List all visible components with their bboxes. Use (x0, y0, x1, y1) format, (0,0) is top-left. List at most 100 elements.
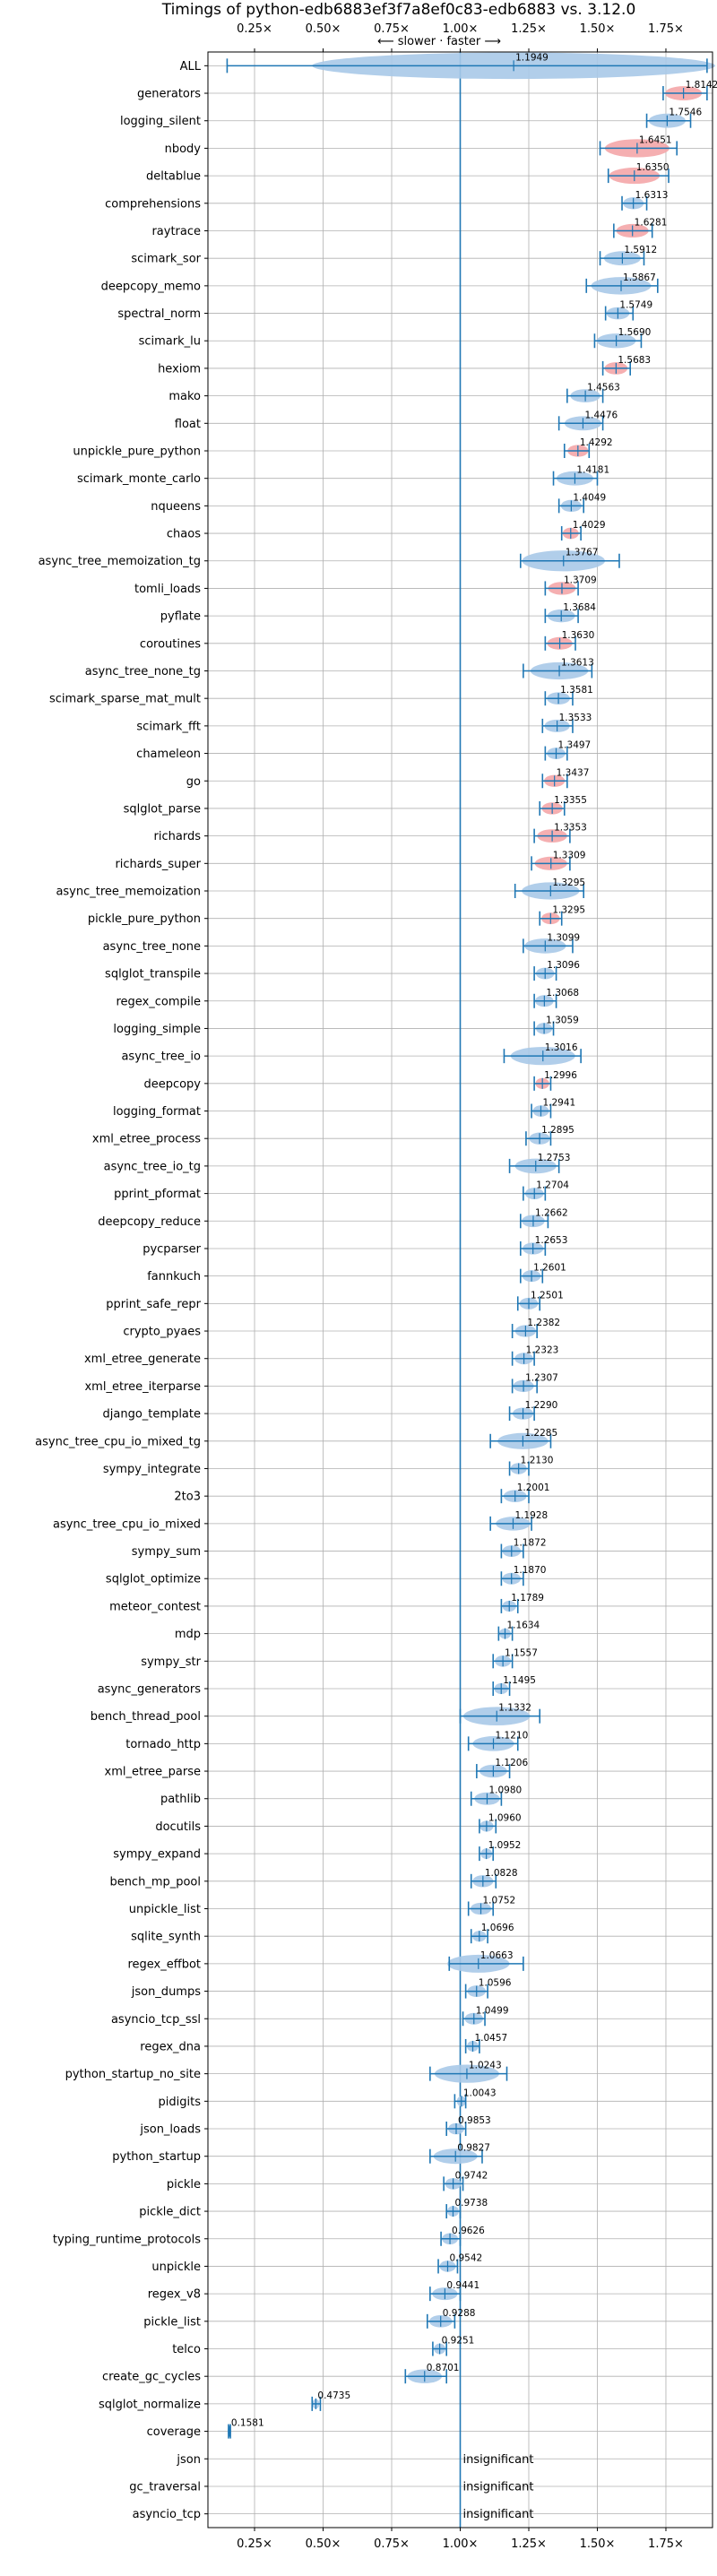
value-label: 1.5690 (618, 327, 652, 338)
benchmark-label: xml_etree_generate (84, 1353, 201, 1366)
benchmark-label: tornado_http (125, 1738, 201, 1751)
value-label: 1.3309 (553, 850, 586, 860)
benchmark-label: float (175, 418, 201, 431)
benchmark-label: comprehensions (105, 197, 201, 211)
value-label: 1.1634 (506, 1621, 540, 1631)
benchmark-label: pickle_pure_python (88, 912, 201, 926)
benchmark-label: scimark_sparse_mat_mult (49, 693, 201, 706)
insignificant-label: insignificant (463, 2508, 534, 2521)
benchmark-label: chameleon (136, 748, 201, 761)
value-label: 1.0828 (485, 1868, 518, 1879)
benchmark-label: async_tree_cpu_io_mixed (53, 1517, 201, 1531)
value-label: 1.2753 (538, 1153, 571, 1163)
violin-marks: 1.1949 1.8142 1.7546 1.6451 1.6350 1.6313 1.62… (226, 52, 717, 2528)
benchmark-label: sqlglot_transpile (105, 968, 201, 981)
benchmark-label: pathlib (160, 1793, 201, 1806)
value-label: 1.0952 (488, 1840, 522, 1851)
insignificant-label: insignificant (463, 2453, 534, 2467)
benchmark-label: bench_thread_pool (91, 1710, 201, 1724)
benchmark-label: sqlglot_optimize (106, 1573, 201, 1586)
benchmark-label: sympy_expand (113, 1848, 201, 1862)
value-label: 1.2382 (527, 1318, 560, 1328)
value-label: 1.1495 (503, 1675, 536, 1686)
benchmark-label: spectral_norm (117, 307, 201, 321)
benchmark-label: deltablue (146, 170, 201, 184)
benchmark-label: async_tree_io (121, 1050, 201, 1064)
x-tick-label-bottom: 0.25× (237, 2537, 272, 2551)
benchmark-label: pprint_pformat (114, 1188, 201, 1201)
benchmark-label: unpickle (151, 2260, 201, 2274)
value-label: 1.4049 (573, 492, 606, 503)
benchmark-label: mako (168, 390, 201, 403)
benchmark-label: raytrace (151, 225, 201, 238)
benchmark-label: bench_mp_pool (109, 1875, 201, 1889)
value-label: 0.8701 (427, 2363, 460, 2373)
x-tick-label-bottom: 1.50× (580, 2537, 616, 2551)
value-label: 1.3581 (560, 685, 593, 696)
value-label: 1.0980 (488, 1785, 522, 1796)
benchmark-label: coverage (147, 2425, 201, 2439)
benchmark-label: pickle_list (143, 2315, 201, 2329)
value-label: 1.2130 (521, 1455, 554, 1465)
benchmark-label: logging_simple (113, 1023, 201, 1036)
insignificant-label: insignificant (463, 2480, 534, 2494)
value-label: 0.9251 (442, 2336, 475, 2347)
benchmark-label: go (186, 775, 201, 789)
value-label: 1.2895 (541, 1125, 574, 1136)
value-label: 1.0960 (488, 1812, 522, 1823)
benchmark-label: create_gc_cycles (102, 2371, 201, 2384)
benchmark-label: meteor_contest (109, 1600, 201, 1613)
benchmark-label: ALL (180, 60, 202, 73)
value-label: 0.9288 (443, 2308, 476, 2319)
value-label: 1.4476 (584, 410, 618, 420)
benchmark-label: sympy_str (141, 1655, 201, 1669)
value-label: 1.3630 (562, 630, 595, 641)
value-label: 1.0663 (480, 1950, 514, 1961)
value-label: 1.0696 (481, 1923, 514, 1933)
benchmark-label: deepcopy (143, 1077, 201, 1091)
benchmark-label: sqlglot_normalize (99, 2398, 201, 2411)
benchmark-label: docutils (155, 1820, 201, 1834)
value-label: 1.0752 (483, 1896, 516, 1906)
benchmark-label: json_dumps (131, 1985, 201, 1999)
x-tick-label-bottom: 1.00× (443, 2537, 479, 2551)
benchmark-label: sqlglot_parse (124, 802, 201, 816)
benchmark-label: generators (137, 88, 201, 101)
benchmark-label: richards_super (115, 858, 201, 871)
benchmark-label: sqlite_synth (131, 1931, 201, 1944)
value-label: 0.9626 (452, 2226, 485, 2236)
value-label: 1.1928 (514, 1510, 548, 1521)
benchmark-label: pickle_dict (139, 2206, 201, 2219)
benchmark-label: tomli_loads (134, 583, 201, 596)
value-label: 1.3709 (564, 575, 597, 585)
benchmark-label: fannkuch (147, 1270, 201, 1284)
value-label: 1.0457 (474, 2033, 507, 2044)
chart-subtitle: ⟵ slower · faster ⟶ (377, 35, 501, 48)
value-label: 1.5912 (624, 245, 657, 255)
value-label: 1.3355 (554, 795, 587, 806)
value-label: 1.3353 (554, 823, 587, 834)
benchmark-label: async_tree_none (103, 940, 201, 954)
benchmark-label: python_startup (112, 2150, 201, 2164)
benchmark-label: xml_etree_iterparse (84, 1380, 201, 1394)
benchmark-label: async_tree_memoization (56, 886, 201, 899)
value-label: 0.1581 (231, 2418, 264, 2429)
value-label: 0.9853 (458, 2115, 491, 2126)
value-label: 1.2996 (544, 1070, 577, 1081)
benchmark-label: pidigits (159, 2096, 202, 2109)
plot-frame (207, 51, 713, 2528)
benchmark-label: xml_etree_process (92, 1133, 201, 1146)
value-label: 1.1870 (514, 1565, 547, 1576)
x-tick-label-top: 0.75× (374, 22, 410, 36)
benchmark-label: sympy_sum (132, 1545, 201, 1559)
value-label: 1.3533 (559, 713, 592, 723)
benchmark-label: async_tree_memoization_tg (39, 555, 201, 568)
value-label: 1.2307 (525, 1372, 558, 1383)
value-label: 0.9827 (457, 2143, 490, 2154)
benchmark-label: coroutines (140, 637, 201, 651)
benchmark-label: async_tree_none_tg (85, 665, 201, 679)
benchmark-label: chaos (167, 528, 201, 541)
benchmark-label: logging_format (113, 1105, 201, 1119)
